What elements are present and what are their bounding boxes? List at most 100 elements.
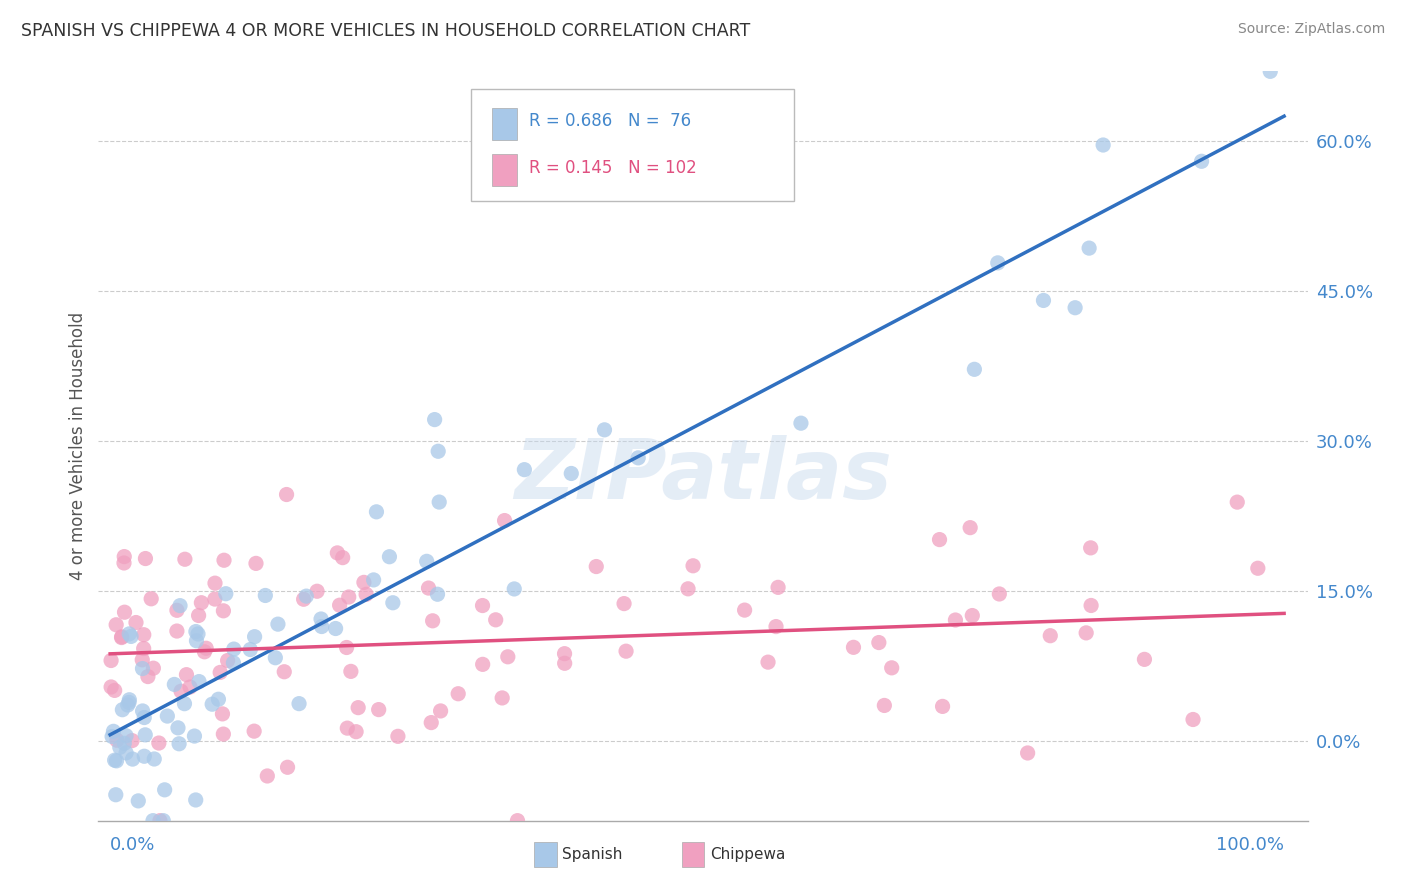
- Point: [239, 642, 262, 657]
- Point: [387, 729, 409, 743]
- Point: [1039, 629, 1062, 643]
- Point: [201, 697, 224, 711]
- Point: [142, 661, 165, 675]
- Point: [156, 709, 179, 723]
- Point: [105, 733, 128, 747]
- Point: [427, 495, 450, 509]
- Point: [366, 505, 388, 519]
- Point: [1182, 713, 1205, 727]
- Point: [243, 724, 266, 739]
- Point: [115, 746, 138, 760]
- Point: [423, 412, 446, 426]
- Point: [212, 553, 235, 567]
- Point: [212, 727, 235, 741]
- Point: [115, 729, 138, 743]
- Point: [207, 692, 229, 706]
- Point: [173, 552, 195, 566]
- Point: [104, 788, 127, 802]
- Point: [429, 704, 451, 718]
- Point: [131, 704, 153, 718]
- Point: [614, 644, 637, 658]
- Point: [267, 617, 290, 632]
- Point: [292, 592, 315, 607]
- Point: [169, 599, 191, 613]
- Point: [143, 752, 166, 766]
- Text: 0.0%: 0.0%: [110, 836, 156, 854]
- Point: [295, 589, 318, 603]
- Point: [134, 728, 156, 742]
- Point: [184, 793, 207, 807]
- Point: [471, 599, 494, 613]
- Point: [928, 533, 950, 547]
- Point: [506, 814, 529, 828]
- Point: [112, 736, 135, 750]
- Point: [1080, 599, 1102, 613]
- Point: [142, 814, 165, 828]
- Point: [112, 549, 135, 564]
- Point: [336, 640, 359, 655]
- Point: [1092, 138, 1115, 153]
- Point: [1247, 561, 1270, 575]
- Point: [765, 619, 787, 633]
- Point: [204, 576, 226, 591]
- Point: [110, 631, 132, 645]
- Point: [354, 587, 377, 601]
- Point: [276, 487, 298, 501]
- Point: [166, 603, 188, 617]
- Point: [1078, 241, 1101, 255]
- Point: [184, 624, 207, 639]
- Point: [209, 665, 232, 680]
- Point: [152, 814, 174, 828]
- Point: [217, 654, 239, 668]
- Point: [264, 650, 287, 665]
- Point: [1133, 652, 1156, 666]
- Text: SPANISH VS CHIPPEWA 4 OR MORE VEHICLES IN HOUSEHOLD CORRELATION CHART: SPANISH VS CHIPPEWA 4 OR MORE VEHICLES I…: [21, 22, 751, 40]
- Point: [277, 760, 299, 774]
- Point: [187, 608, 209, 623]
- Point: [766, 580, 789, 594]
- Point: [121, 733, 143, 747]
- Point: [273, 665, 295, 679]
- Point: [329, 598, 352, 612]
- Point: [256, 769, 278, 783]
- Point: [471, 657, 494, 672]
- Point: [415, 554, 437, 568]
- Point: [108, 740, 131, 755]
- Point: [211, 706, 233, 721]
- Point: [418, 581, 440, 595]
- Point: [131, 653, 153, 667]
- Point: [131, 662, 153, 676]
- Point: [378, 549, 401, 564]
- Text: Chippewa: Chippewa: [710, 847, 786, 862]
- Text: R = 0.145   N = 102: R = 0.145 N = 102: [529, 159, 696, 177]
- Point: [959, 521, 981, 535]
- Point: [117, 698, 139, 712]
- Point: [427, 444, 450, 458]
- Point: [1017, 746, 1039, 760]
- Point: [193, 645, 215, 659]
- Point: [114, 605, 136, 619]
- Point: [103, 724, 125, 739]
- Point: [496, 649, 519, 664]
- Point: [987, 256, 1010, 270]
- Point: [127, 794, 149, 808]
- Text: 100.0%: 100.0%: [1216, 836, 1284, 854]
- Point: [121, 752, 143, 766]
- Point: [931, 699, 953, 714]
- Point: [176, 667, 198, 681]
- Point: [988, 587, 1011, 601]
- Point: [118, 627, 141, 641]
- Point: [204, 592, 226, 607]
- Point: [1191, 154, 1213, 169]
- Point: [554, 647, 576, 661]
- Point: [173, 697, 195, 711]
- Point: [120, 629, 142, 643]
- Point: [1258, 64, 1281, 78]
- Point: [560, 467, 582, 481]
- Point: [682, 558, 704, 573]
- Point: [756, 655, 779, 669]
- Point: [104, 683, 127, 698]
- Point: [134, 551, 156, 566]
- Text: ZIPatlas: ZIPatlas: [515, 435, 891, 516]
- Point: [215, 587, 238, 601]
